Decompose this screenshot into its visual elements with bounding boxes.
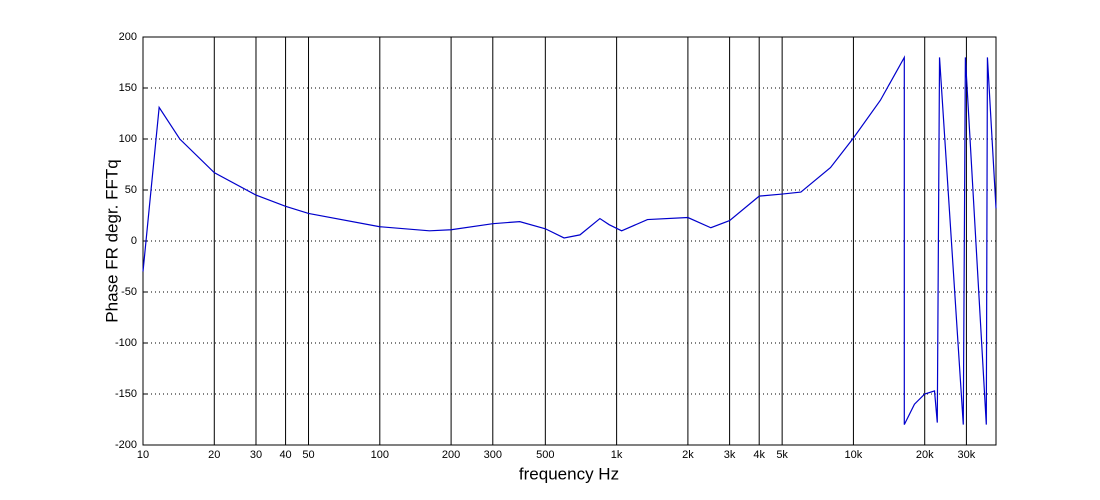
y-tick-label: 0 xyxy=(131,235,137,247)
x-tick-label: 5k xyxy=(776,449,788,461)
x-tick-label: 40 xyxy=(279,449,291,461)
x-tick-label: 20k xyxy=(916,449,934,461)
x-tick-label: 10 xyxy=(137,449,149,461)
x-tick-label: 20 xyxy=(208,449,220,461)
x-tick-label: 1k xyxy=(611,449,623,461)
x-tick-label: 200 xyxy=(442,449,460,461)
x-tick-label: 30 xyxy=(250,449,262,461)
x-tick-label: 10k xyxy=(845,449,863,461)
data-line xyxy=(142,55,997,425)
y-axis-label: Phase FR degr. FFTq xyxy=(102,159,121,322)
y-tick-label: 50 xyxy=(125,184,137,196)
x-tick-label: 4k xyxy=(753,449,765,461)
x-tick-label: 100 xyxy=(371,449,389,461)
y-tick-label: -100 xyxy=(115,337,137,349)
y-tick-label: -50 xyxy=(121,286,137,298)
y-tick-label: -150 xyxy=(115,388,137,400)
x-tick-label: 30k xyxy=(958,449,976,461)
x-tick-label: 500 xyxy=(536,449,554,461)
x-tick-label: 2k xyxy=(682,449,694,461)
plot-area xyxy=(142,36,997,446)
x-axis-label: frequency Hz xyxy=(519,464,619,483)
y-tick-label: -200 xyxy=(115,439,137,451)
y-tick-label: 200 xyxy=(119,31,137,43)
x-tick-label: 3k xyxy=(724,449,736,461)
x-tick-label: 50 xyxy=(302,449,314,461)
y-tick-label: 100 xyxy=(119,133,137,145)
y-tick-label: 150 xyxy=(119,82,137,94)
x-tick-label: 300 xyxy=(484,449,502,461)
